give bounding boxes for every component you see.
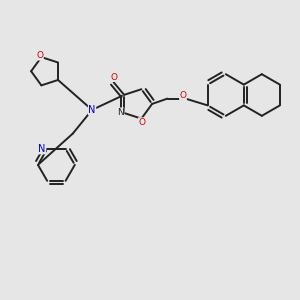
Text: O: O (139, 118, 145, 127)
Text: O: O (110, 73, 117, 82)
Text: N: N (88, 105, 96, 115)
Text: O: O (36, 51, 43, 60)
Text: O: O (179, 91, 187, 100)
Text: N: N (38, 144, 46, 154)
Text: N: N (117, 108, 124, 117)
